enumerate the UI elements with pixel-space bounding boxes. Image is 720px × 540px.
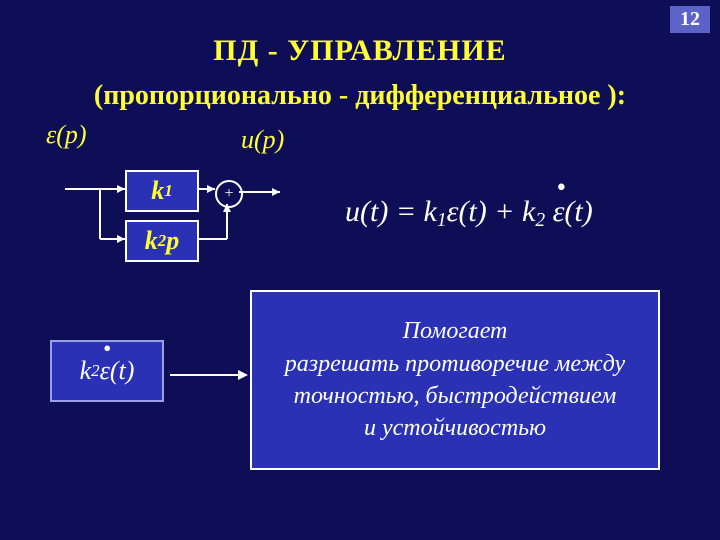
- page-number: 12: [670, 6, 710, 33]
- explanation-line: разрешать противоречие между точностью, …: [262, 348, 648, 413]
- slide-root: 12 ПД - УПРАВЛЕНИЕ (пропорционально - ди…: [0, 0, 720, 540]
- summing-junction: +: [215, 180, 243, 208]
- explanation-box: Помогаетразрешать противоречие между точ…: [250, 290, 660, 470]
- gain-block-k1: k1: [125, 170, 199, 212]
- arrow-to-infobox: [165, 355, 255, 395]
- block-diagram: ε(p) u(p) k1 k2p +: [30, 130, 310, 290]
- equation-derivative-term: k2 ε(t): [50, 340, 164, 402]
- slide-title: ПД - УПРАВЛЕНИЕ: [0, 34, 720, 68]
- input-signal-label: ε(p): [40, 120, 93, 150]
- equation-main: u(t) = k1ε(t) + k2 ε(t): [345, 195, 593, 232]
- explanation-line: Помогает: [262, 315, 648, 347]
- output-signal-label: u(p): [235, 125, 290, 155]
- slide-subtitle: (пропорционально - дифференциальное ):: [0, 80, 720, 112]
- explanation-line: и устойчивостью: [262, 412, 648, 444]
- derivative-block-k2p: k2p: [125, 220, 199, 262]
